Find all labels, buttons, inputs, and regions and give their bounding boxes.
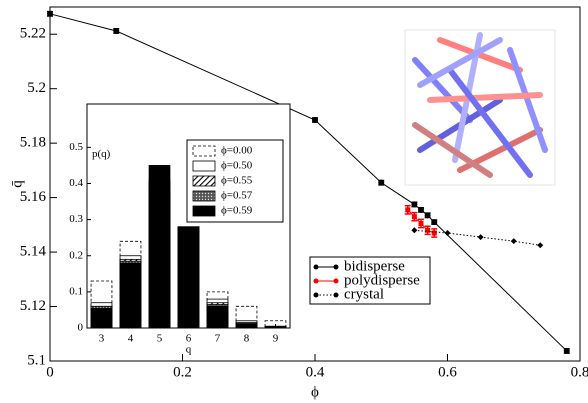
bar: [91, 308, 112, 328]
point: [425, 212, 431, 218]
x-tick-label: 0.6: [438, 364, 457, 380]
x-axis-label: q: [186, 344, 192, 356]
x-tick-label: 0.4: [306, 364, 325, 380]
structure-render: [405, 30, 555, 185]
legend-marker: [314, 279, 319, 284]
point: [412, 214, 417, 219]
bar: [149, 165, 170, 328]
y-tick-label: 0: [78, 322, 84, 334]
bar: [178, 227, 199, 328]
x-tick-label: 0: [46, 364, 54, 380]
point: [405, 207, 410, 212]
y-axis-label: p(q): [92, 148, 111, 160]
x-tick-label: 7: [215, 333, 221, 345]
legend-label: crystal: [344, 286, 384, 302]
bar: [207, 306, 228, 328]
x-tick-label: 3: [99, 333, 105, 345]
y-axis-label: q̄: [9, 180, 25, 188]
point: [478, 234, 484, 240]
point: [419, 221, 424, 226]
y-tick-label: 0.4: [69, 177, 83, 189]
x-tick-label: 8: [244, 333, 250, 345]
legend-marker: [334, 293, 339, 298]
y-tick-label: 5.1: [27, 352, 46, 368]
point: [537, 242, 543, 248]
y-tick-label: 0.5: [69, 141, 83, 153]
legend-label: ϕ=0.57: [221, 190, 253, 202]
point: [511, 238, 517, 244]
legend-label: ϕ=0.50: [221, 160, 253, 172]
y-tick-label: 5.12: [20, 298, 46, 314]
legend-marker: [314, 265, 319, 270]
chart: 0 0.2 0.4 0.6 0.8 5.1 5.12 5.14 5.16 5.18 5.2 5.22 ϕ…: [0, 0, 588, 403]
point: [418, 207, 424, 213]
point: [411, 201, 417, 207]
point: [47, 11, 53, 17]
x-tick-label: 4: [128, 333, 134, 345]
y-tick-label: 5.16: [20, 189, 47, 205]
point: [113, 28, 119, 34]
y-tick-label: 5.2: [27, 80, 46, 96]
legend-marker: [334, 279, 339, 284]
bar: [236, 324, 257, 328]
bar: [120, 263, 141, 328]
y-tick-label: 5.14: [20, 244, 47, 260]
point: [431, 219, 437, 225]
y-tick-label: 0.1: [69, 285, 83, 297]
legend-marker: [334, 265, 339, 270]
legend-swatch: [193, 176, 215, 186]
legend-label: ϕ=0.55: [221, 175, 253, 187]
y-tick-label: 5.22: [20, 26, 46, 42]
legend-marker: [314, 293, 319, 298]
legend-swatch: [193, 206, 215, 216]
point: [411, 227, 417, 233]
point: [425, 228, 430, 233]
legend-swatch: [193, 191, 215, 201]
legend-label: ϕ=0.59: [221, 205, 253, 217]
point: [564, 348, 570, 354]
x-tick-label: 0.2: [173, 364, 192, 380]
point: [378, 180, 384, 186]
y-tick-label: 5.18: [20, 135, 46, 151]
legend-swatch: [193, 161, 215, 171]
x-axis-label: ϕ: [311, 384, 319, 400]
x-tick-label: 5: [157, 333, 163, 345]
x-tick-label: 9: [273, 333, 279, 345]
legend-label: ϕ=0.00: [221, 145, 253, 157]
point: [445, 230, 451, 236]
point: [432, 231, 437, 236]
y-tick-label: 0.2: [69, 249, 83, 261]
point: [312, 117, 318, 123]
x-tick-label: 0.8: [571, 364, 588, 380]
y-tick-label: 0.3: [69, 213, 83, 225]
